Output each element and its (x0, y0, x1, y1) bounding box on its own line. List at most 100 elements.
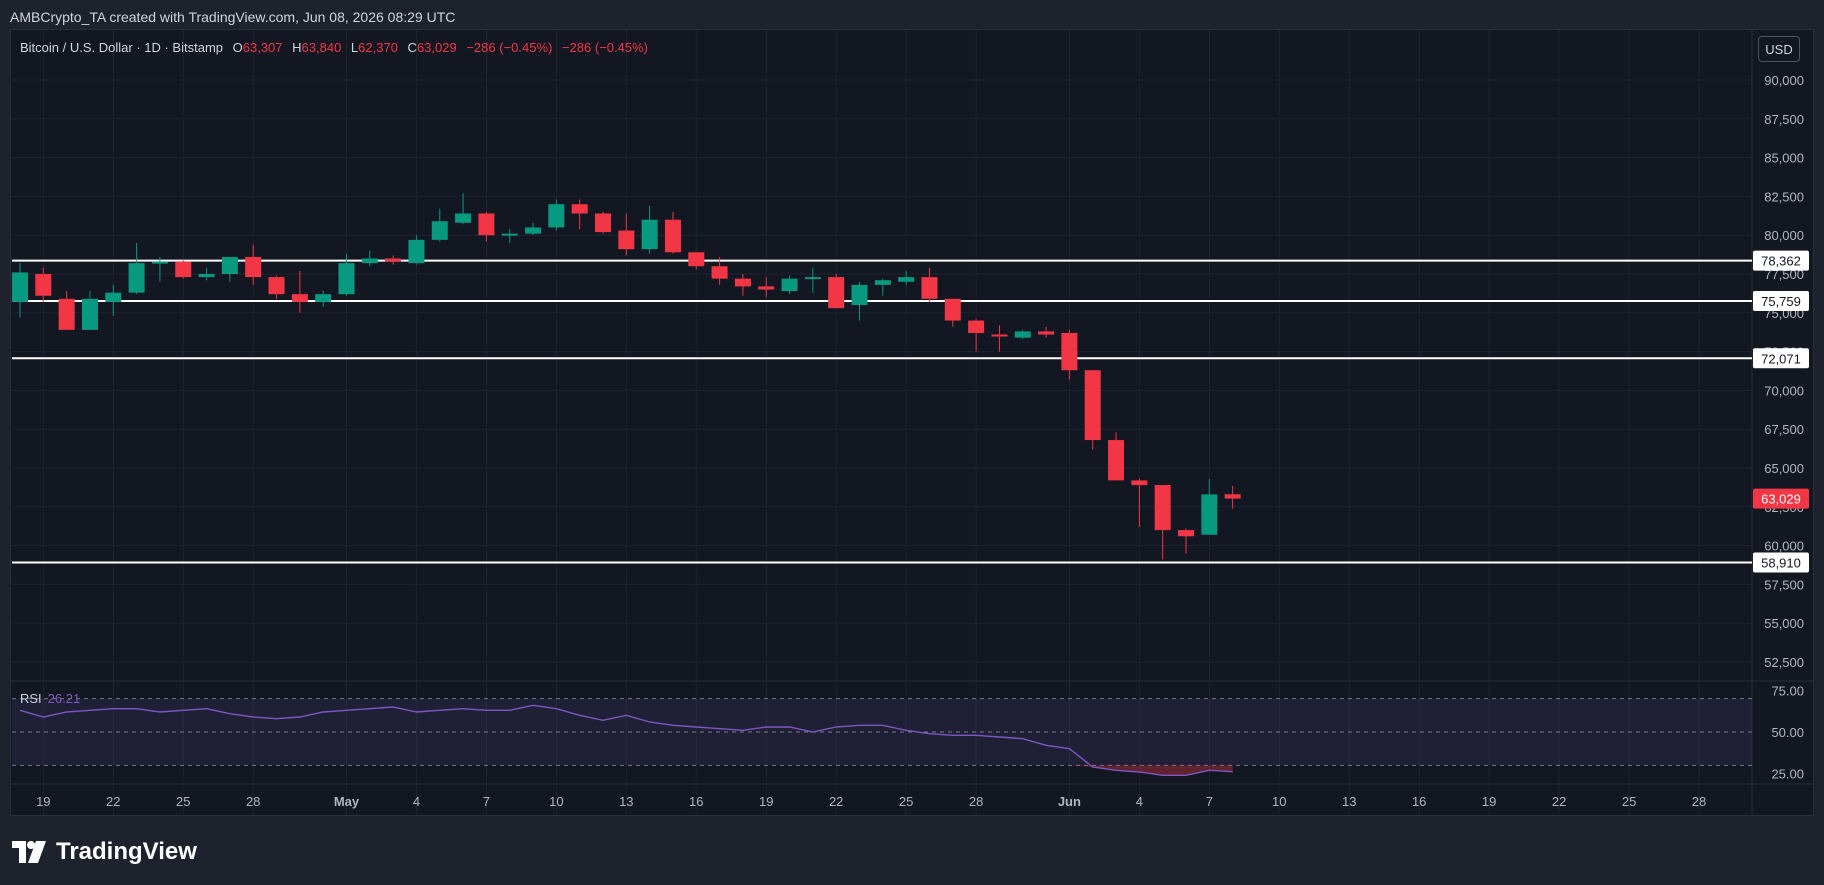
time-tick-label: 13 (619, 794, 633, 809)
last-price-box (1753, 488, 1809, 509)
grid-lines (10, 30, 1814, 815)
candle-body (688, 252, 705, 267)
candle-body (828, 277, 845, 309)
high-label: H (292, 40, 302, 55)
tradingview-logo[interactable]: TradingView (12, 838, 197, 866)
candle-body (1201, 494, 1218, 535)
candle-body (1131, 480, 1148, 486)
open-label: O (232, 40, 243, 55)
candle (221, 256, 238, 282)
rsi-band-fill (12, 698, 1752, 766)
candle-body (1038, 331, 1055, 335)
candle-body (921, 277, 938, 299)
candle (781, 275, 798, 295)
symbol-legend[interactable]: Bitcoin / U.S. Dollar · 1D · Bitstamp O6… (20, 40, 648, 55)
candle (268, 275, 285, 299)
candle (58, 291, 75, 330)
level-label-box (1753, 291, 1809, 312)
candle-body (968, 320, 985, 333)
candle-body (478, 213, 495, 236)
candle-body (944, 298, 961, 321)
candle (315, 291, 332, 307)
candle-body (431, 221, 448, 240)
candle (991, 325, 1008, 352)
candle-body (641, 219, 658, 250)
candle (408, 235, 425, 265)
candle (898, 270, 915, 285)
time-tick-label: 25 (899, 794, 913, 809)
candle-body (408, 239, 425, 264)
price-tick-label: 70,000 (1764, 383, 1804, 398)
rsi-value: 26.21 (47, 691, 81, 706)
currency-button[interactable]: USD (1758, 36, 1800, 62)
time-tick-label: 13 (1342, 794, 1356, 809)
time-tick-label: 19 (36, 794, 50, 809)
open-value: 63,307 (242, 40, 283, 55)
candle (361, 250, 378, 267)
chart-frame[interactable] (10, 29, 1814, 816)
candle-body (35, 274, 52, 296)
candle (851, 281, 868, 321)
candle-body (1224, 494, 1241, 499)
candle-body (221, 256, 238, 274)
change-value: −286 (−0.45%) (466, 40, 553, 55)
candle (151, 256, 168, 282)
candle (478, 211, 495, 242)
candle (12, 263, 28, 318)
candle-body (664, 219, 681, 253)
price-tick-label: 80,000 (1764, 228, 1804, 243)
candle-body (525, 227, 542, 234)
candle-body (991, 334, 1008, 337)
candle-body (1061, 332, 1078, 371)
tradingview-logo-icon (12, 841, 46, 863)
candle (1131, 478, 1148, 527)
close-value: 63,029 (416, 40, 457, 55)
candle (571, 199, 588, 229)
candle-body (175, 261, 192, 278)
rsi-tick-label: 75.00 (1771, 683, 1804, 698)
candle (81, 291, 98, 330)
symbol-title: Bitcoin / U.S. Dollar · 1D · Bitstamp (20, 40, 223, 55)
candle-body (198, 274, 215, 278)
low-label: L (350, 40, 359, 55)
rsi-tick-label: 25.00 (1771, 767, 1804, 782)
candle-body (781, 278, 798, 292)
time-tick-label: 25 (176, 794, 190, 809)
candle (1201, 478, 1218, 535)
candle-body (898, 277, 915, 282)
tradingview-logo-text: TradingView (56, 838, 197, 865)
time-tick-label: 10 (1272, 794, 1286, 809)
price-tick-label: 85,000 (1764, 151, 1804, 166)
price-tick-label: 65,000 (1764, 461, 1804, 476)
time-tick-label: May (334, 794, 360, 809)
time-tick-label: 22 (1552, 794, 1566, 809)
level-label: 75,759 (1761, 294, 1801, 309)
candle (338, 253, 355, 296)
candle (618, 213, 635, 256)
rsi-line (19, 704, 1233, 777)
candle (688, 252, 705, 270)
candle-body (1014, 331, 1031, 338)
candle (1224, 486, 1241, 509)
candle (595, 211, 611, 234)
candle-body (455, 213, 472, 223)
candle (828, 274, 845, 309)
candle-body (385, 258, 402, 262)
candle-body (361, 258, 378, 264)
last-price-label: 63,029 (1761, 492, 1801, 507)
candle (245, 244, 262, 285)
candle (501, 228, 518, 243)
price-tick-label: 90,000 (1764, 73, 1804, 88)
level-label-box (1753, 348, 1809, 369)
rsi-legend[interactable]: RSI 26.21 (20, 691, 80, 706)
candle-body (548, 204, 565, 228)
candle (35, 267, 52, 302)
candle-body (1084, 370, 1101, 441)
candle (734, 274, 751, 296)
candle-body (1154, 485, 1171, 531)
rsi-oversold-fill (1069, 765, 1233, 776)
candle (711, 256, 728, 285)
candle (291, 270, 308, 313)
candle-body (1108, 440, 1125, 481)
